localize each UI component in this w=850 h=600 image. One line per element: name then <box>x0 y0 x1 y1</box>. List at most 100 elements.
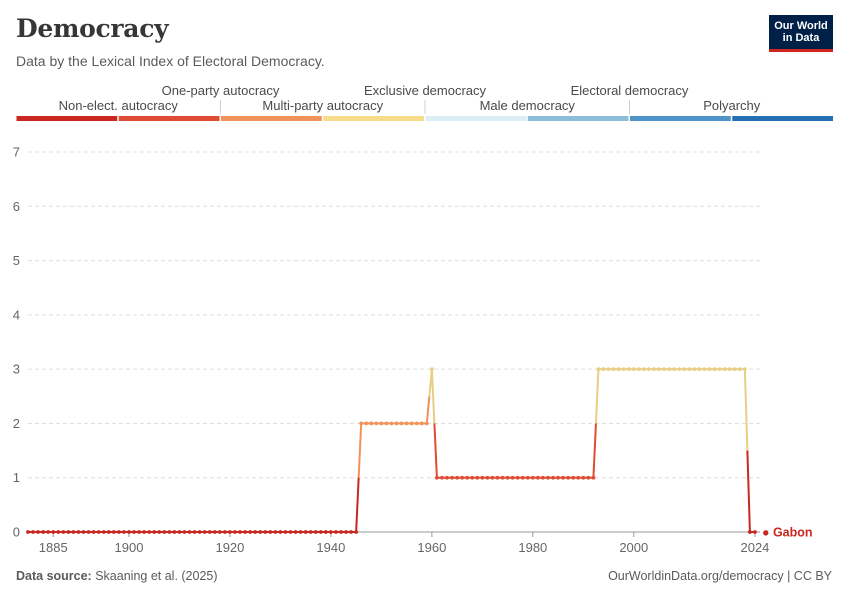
data-point <box>505 475 510 480</box>
series-line <box>430 369 436 424</box>
data-point <box>268 530 273 534</box>
data-point <box>616 367 621 372</box>
x-tick-label: 1885 <box>39 540 68 555</box>
data-point <box>571 475 576 480</box>
data-point <box>641 367 646 372</box>
data-point <box>667 367 672 372</box>
data-point <box>611 367 616 372</box>
data-point <box>127 530 131 534</box>
data-point <box>657 367 661 372</box>
data-point <box>419 421 424 426</box>
data-point <box>364 421 369 426</box>
data-point <box>116 530 121 534</box>
data-point <box>379 421 384 426</box>
data-point <box>748 530 752 534</box>
data-point <box>91 530 96 534</box>
data-point <box>56 530 61 534</box>
data-point <box>76 530 81 534</box>
data-point <box>566 475 571 480</box>
data-point <box>162 530 167 534</box>
data-point <box>561 475 566 480</box>
series-line <box>594 369 600 424</box>
data-point <box>318 530 323 534</box>
data-point <box>687 367 692 372</box>
owid-logo[interactable]: Our World in Data <box>769 15 833 52</box>
data-point <box>520 475 525 480</box>
legend-label: Male democracy <box>480 98 576 113</box>
data-point <box>631 367 636 372</box>
data-point <box>480 475 485 480</box>
data-point <box>243 530 247 534</box>
y-tick-label: 7 <box>13 145 20 160</box>
data-point <box>197 530 202 534</box>
legend-label: Polyarchy <box>703 98 761 113</box>
data-point <box>389 421 394 426</box>
data-point <box>288 530 293 534</box>
data-point <box>187 530 192 534</box>
data-point <box>96 530 101 534</box>
data-point <box>152 530 157 534</box>
data-point <box>591 475 596 480</box>
legend-swatch <box>323 116 424 121</box>
data-point <box>647 367 651 372</box>
y-tick-label: 3 <box>13 362 20 377</box>
series-label: ● Gabon <box>762 526 813 540</box>
data-point <box>157 530 162 534</box>
data-point <box>581 475 586 480</box>
data-point <box>732 367 737 372</box>
data-point <box>556 475 560 480</box>
legend-label: Electoral democracy <box>571 83 689 98</box>
data-point <box>495 475 500 480</box>
data-point <box>465 475 470 480</box>
data-point <box>707 367 712 372</box>
data-point <box>36 530 40 534</box>
data-point <box>258 530 263 534</box>
legend-swatch <box>527 116 629 121</box>
legend-label: Exclusive democracy <box>364 83 487 98</box>
y-tick-label: 6 <box>13 199 20 214</box>
data-point <box>424 421 429 426</box>
data-point <box>86 530 91 534</box>
data-point <box>217 530 222 534</box>
legend-swatch <box>221 116 322 121</box>
data-source: Data source: Skaaning et al. (2025) <box>16 569 218 583</box>
legend-swatch <box>630 116 731 121</box>
data-point <box>702 367 707 372</box>
y-tick-label: 0 <box>13 525 20 540</box>
logo-line-1: Our World <box>774 20 828 32</box>
data-point <box>601 367 606 372</box>
data-point <box>535 475 540 480</box>
data-point <box>435 475 439 480</box>
series-line <box>433 423 438 478</box>
data-point <box>111 530 116 534</box>
data-point <box>399 421 404 426</box>
data-point <box>238 530 242 534</box>
data-point <box>106 530 111 534</box>
data-point <box>278 530 283 534</box>
data-point <box>530 475 535 480</box>
data-point <box>31 530 35 534</box>
data-point <box>167 530 172 534</box>
data-point <box>717 367 722 372</box>
data-point <box>722 367 727 372</box>
data-point <box>263 530 268 534</box>
data-point <box>541 475 545 480</box>
chart-title: Democracy <box>16 14 169 43</box>
data-point <box>132 530 136 534</box>
data-point <box>485 475 490 480</box>
data-point <box>742 367 747 372</box>
data-point <box>172 530 177 534</box>
legend-swatch <box>425 116 527 121</box>
data-point <box>61 530 66 534</box>
legend-label: Multi-party autocracy <box>262 98 383 113</box>
footer-url[interactable]: OurWorldinData.org/democracy | CC BY <box>608 569 832 583</box>
data-point <box>66 530 71 534</box>
data-point <box>293 530 298 534</box>
y-tick-label: 5 <box>13 253 20 268</box>
data-point <box>51 530 56 534</box>
data-point <box>636 367 641 372</box>
data-point <box>677 367 682 372</box>
data-point <box>248 530 253 534</box>
data-point <box>429 367 434 372</box>
